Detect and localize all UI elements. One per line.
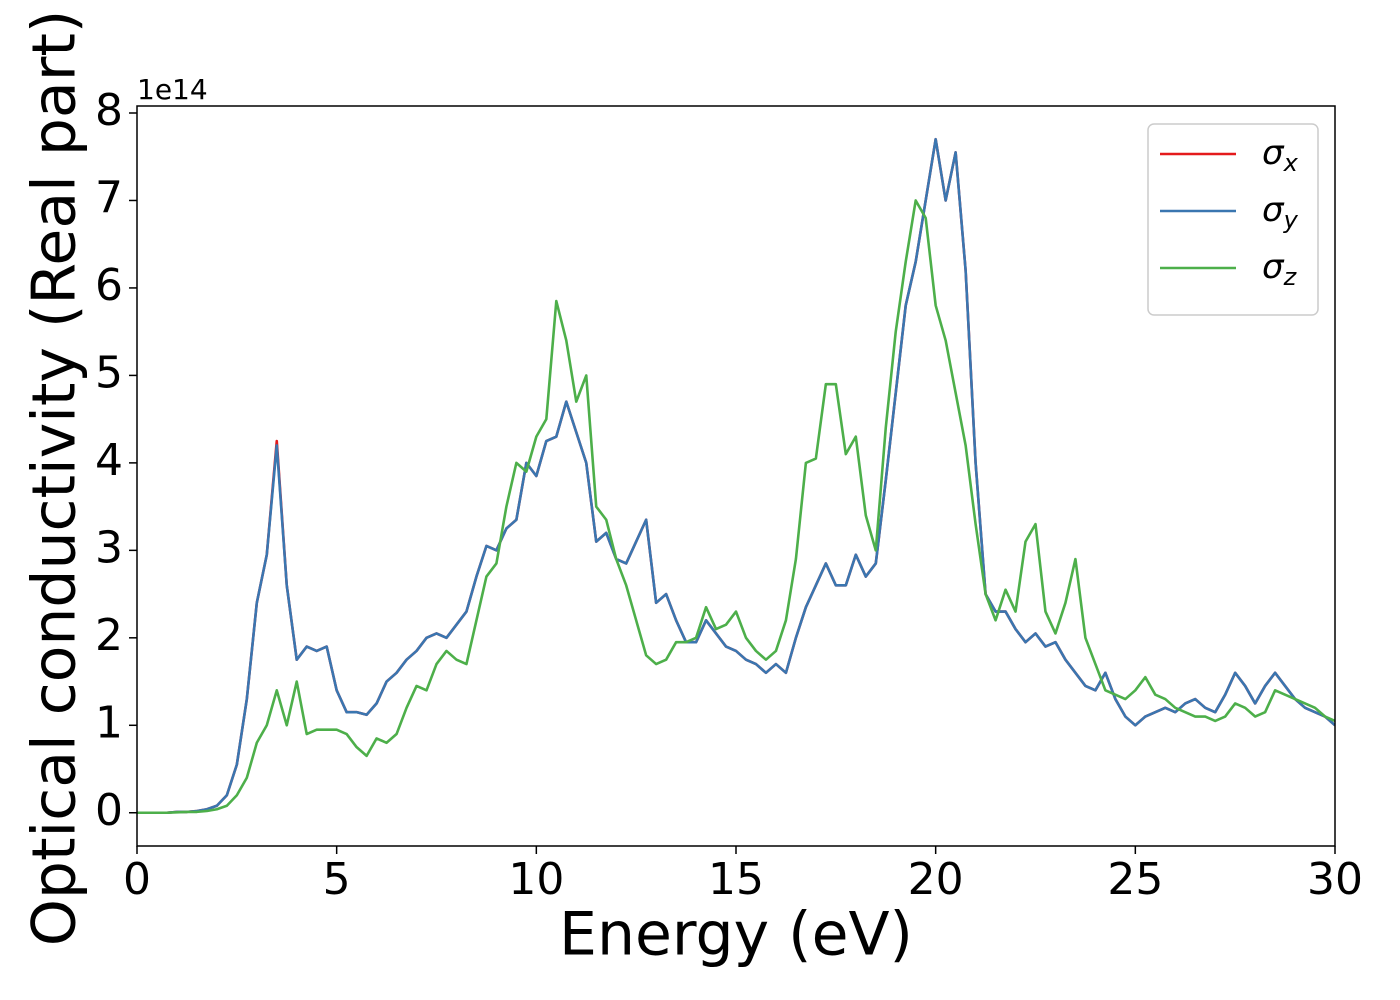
y-tick-label: 5	[95, 347, 123, 398]
y-tick-label: 6	[95, 260, 123, 311]
x-tick-label: 30	[1307, 854, 1363, 905]
y-offset-label: 1e14	[137, 73, 208, 106]
series-line	[137, 137, 1335, 815]
y-tick-label: 4	[95, 435, 123, 486]
x-tick-label: 20	[908, 854, 964, 905]
legend-label: σx	[1262, 133, 1299, 178]
x-axis-label: Energy (eV)	[559, 900, 913, 970]
x-tick-label: 0	[123, 854, 151, 905]
y-tick-label: 8	[95, 85, 123, 136]
x-tick-label: 25	[1107, 854, 1163, 905]
x-tick-label: 5	[323, 854, 351, 905]
y-tick-label: 7	[95, 172, 123, 223]
y-tick-label: 1	[95, 697, 123, 748]
legend-label: σz	[1262, 247, 1298, 292]
x-tick-label: 10	[508, 854, 564, 905]
series-line	[137, 199, 1335, 815]
y-tick-label: 2	[95, 610, 123, 661]
y-tick-label: 0	[95, 785, 123, 836]
x-tick-label: 15	[708, 854, 764, 905]
plot-frame	[136, 105, 1336, 847]
legend-label: σy	[1262, 190, 1299, 235]
y-axis-label: Optical conductivity (Real part)	[20, 10, 90, 947]
y-tick-label: 3	[95, 522, 123, 573]
